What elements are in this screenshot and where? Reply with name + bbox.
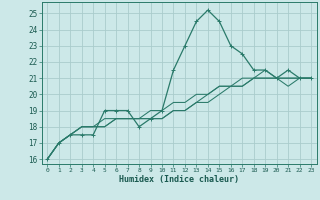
X-axis label: Humidex (Indice chaleur): Humidex (Indice chaleur)	[119, 175, 239, 184]
